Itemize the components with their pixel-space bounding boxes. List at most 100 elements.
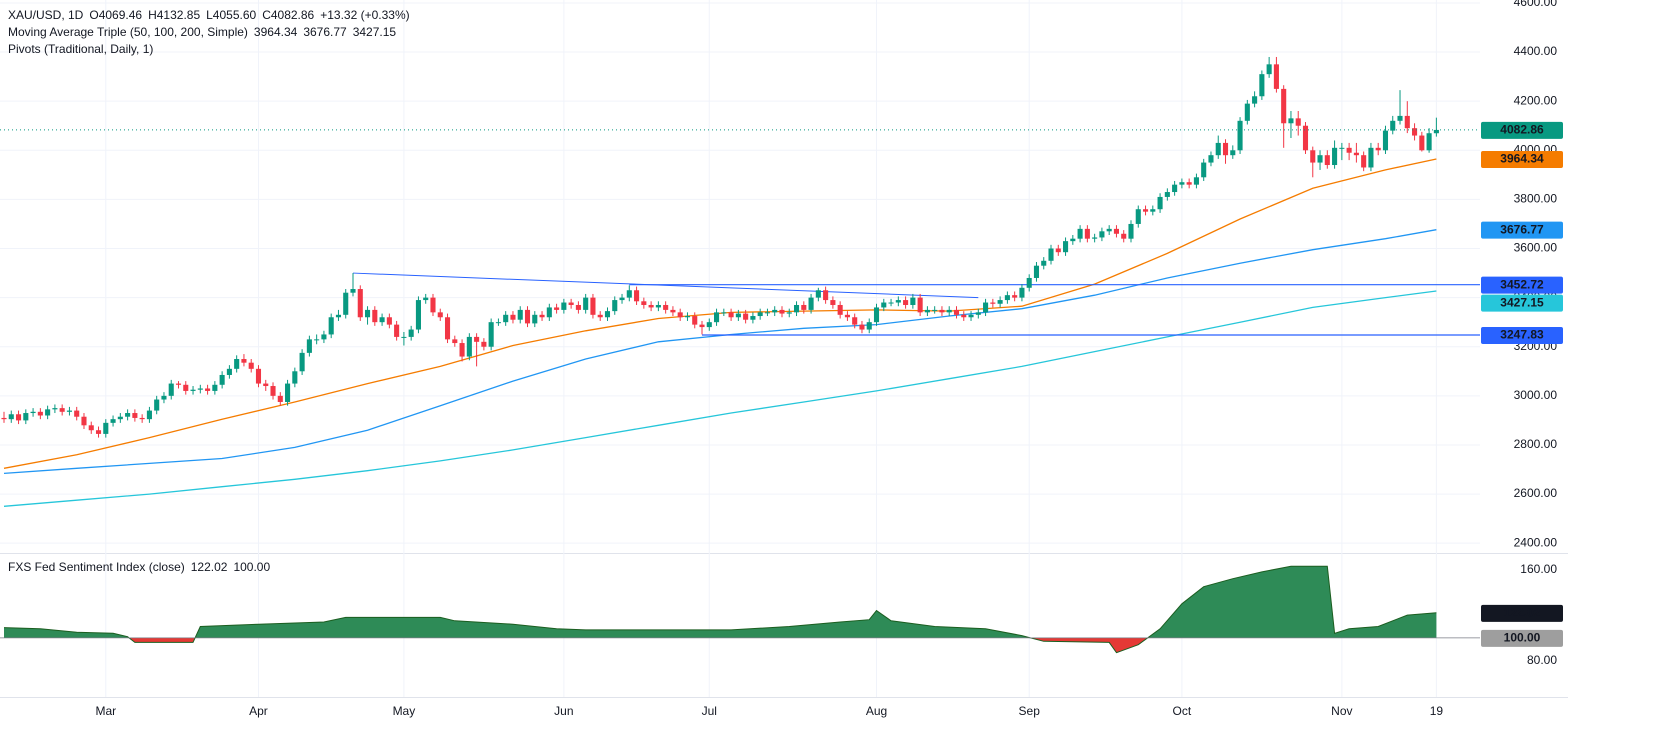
candle-body <box>1222 142 1229 156</box>
candle-body <box>728 312 734 318</box>
candle-body <box>677 312 683 318</box>
price-tag-label: 4082.86 <box>1500 123 1544 137</box>
x-tick-label: Mar <box>95 704 116 718</box>
candle-body <box>1273 64 1279 89</box>
x-tick-label: Jun <box>554 704 573 718</box>
x-tick-label: Sep <box>1019 704 1041 718</box>
candle-body <box>1346 147 1352 153</box>
candle-body <box>125 413 131 417</box>
y-tick-label: 2400.00 <box>1514 535 1558 549</box>
candle-body <box>1033 265 1040 278</box>
candle-body <box>357 289 363 318</box>
candle-body <box>1368 147 1374 168</box>
candle-body <box>699 324 705 328</box>
price-tag-label: 100.00 <box>1504 631 1541 645</box>
candle-body <box>488 322 494 347</box>
y-tick-label: 2800.00 <box>1514 437 1558 451</box>
candle-body <box>23 413 29 421</box>
candle-body <box>772 309 778 313</box>
candle-body <box>314 339 320 341</box>
candle-body <box>1 417 7 420</box>
candle-body <box>452 339 458 344</box>
candle-body <box>1324 155 1330 166</box>
candle-body <box>146 410 152 420</box>
candle-body <box>1092 237 1098 239</box>
candle-body <box>590 297 596 315</box>
y-tick-label: 4400.00 <box>1514 44 1558 58</box>
price-tag <box>1481 151 1563 169</box>
candle-body <box>110 419 116 423</box>
candle-body <box>168 383 174 396</box>
candle-body <box>430 297 436 313</box>
candle-body <box>524 309 531 324</box>
candle-body <box>903 300 909 305</box>
candle-body <box>1412 128 1418 136</box>
candle-body <box>1186 182 1192 185</box>
price-tag <box>1481 604 1563 622</box>
y-tick-label: 2600.00 <box>1514 486 1558 500</box>
legend-text: H4132.85 <box>148 8 200 22</box>
candle-body <box>1252 96 1258 104</box>
candle-body <box>408 329 414 337</box>
candle-body <box>1361 155 1367 168</box>
price-tag-label: 3247.83 <box>1500 328 1544 342</box>
candle-body <box>1135 209 1141 224</box>
candle-body <box>154 399 160 411</box>
candle-body <box>1310 150 1316 163</box>
candle-body <box>597 314 603 318</box>
candle-body <box>103 422 109 434</box>
legend-text: C4082.86 <box>262 8 314 22</box>
y-tick-label: 160.00 <box>1520 562 1557 576</box>
candle-body <box>554 307 560 310</box>
y-tick-label: 4600.00 <box>1514 0 1558 9</box>
legend-text: Moving Average Triple (50, 100, 200, Sim… <box>8 25 248 39</box>
candle-body <box>88 425 94 431</box>
candle-body <box>1077 228 1083 239</box>
candle-body <box>1004 295 1010 301</box>
candle-body <box>15 414 22 421</box>
candle-body <box>721 312 727 314</box>
candle-body <box>808 297 814 310</box>
candle-body <box>1121 233 1127 239</box>
candle-body <box>1259 74 1265 97</box>
candle-body <box>495 322 501 324</box>
candle-body <box>561 302 567 310</box>
candle-body <box>335 314 342 318</box>
candle-body <box>517 309 523 320</box>
candle-body <box>910 297 916 305</box>
candle-body <box>1041 260 1047 266</box>
candle-body <box>793 304 800 313</box>
candle-body <box>401 336 407 338</box>
candle-body <box>997 300 1003 304</box>
x-tick-label: Apr <box>249 704 268 718</box>
price-tag-label: 3964.34 <box>1500 152 1544 166</box>
price-tag <box>1481 326 1563 344</box>
candle-body <box>568 302 574 305</box>
candle-body <box>743 313 749 320</box>
candle-body <box>1288 118 1294 124</box>
candle-body <box>706 322 712 328</box>
candle-body <box>1433 129 1439 134</box>
candle-body <box>1266 64 1272 75</box>
candle-body <box>1201 162 1207 178</box>
candle-body <box>437 312 443 318</box>
candle-body <box>30 411 36 414</box>
marks <box>0 56 1480 654</box>
candle-body <box>786 312 792 314</box>
candle-body <box>830 300 836 305</box>
candle-body <box>306 339 312 353</box>
candle-body <box>888 302 894 304</box>
candle-body <box>1317 155 1323 163</box>
candle-body <box>1012 295 1018 298</box>
candle-body <box>1164 192 1170 197</box>
candle-body <box>961 314 967 318</box>
candle-body <box>1026 277 1032 288</box>
candle-body <box>983 302 989 313</box>
candle-body <box>59 408 65 412</box>
candle-body <box>52 408 58 410</box>
candle-body <box>1404 115 1410 129</box>
candle-body <box>1244 103 1250 121</box>
candle-body <box>532 314 538 324</box>
candle-body <box>1419 135 1425 151</box>
